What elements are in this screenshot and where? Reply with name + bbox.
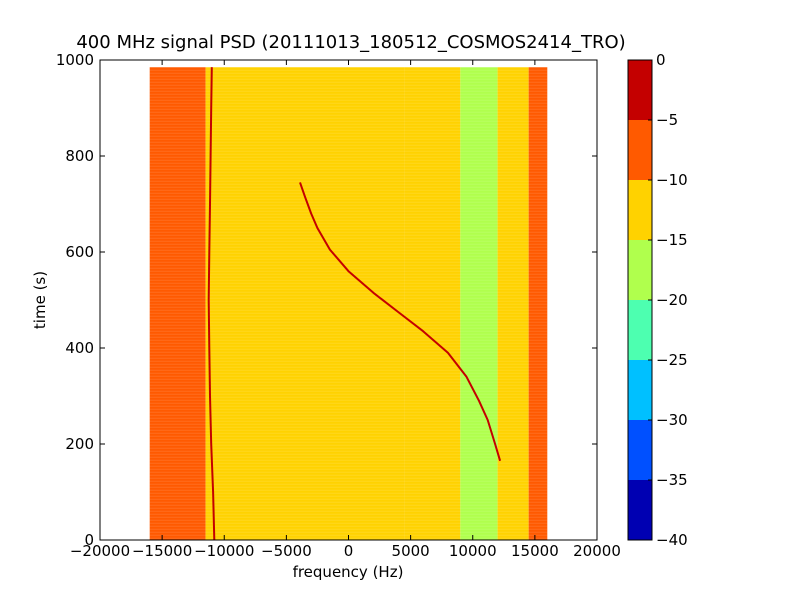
signal-trace <box>299 182 502 462</box>
colorbar-tick-label: 0 <box>656 51 666 69</box>
x-axis: −20000 −15000 −10000 −5000 0 5000 10000 15000 20… <box>70 60 621 560</box>
colorbar-segment <box>628 420 652 480</box>
x-tick-label: 20000 <box>573 542 621 560</box>
y-axis-label: time (s) <box>31 271 49 329</box>
heatmap-band <box>205 67 405 540</box>
colorbar-tick-label: −10 <box>656 171 688 189</box>
colorbar-tick-label: −30 <box>656 411 688 429</box>
colorbar-tick-label: −40 <box>656 531 688 549</box>
colorbar-segment <box>628 120 652 180</box>
colorbar-tick-label: −5 <box>656 111 678 129</box>
y-axis: 0 200 400 600 800 1000 <box>56 51 597 549</box>
colorbar-tick-label: −20 <box>656 291 688 309</box>
signal-trace <box>207 67 216 541</box>
x-tick-label: −20000 <box>70 542 130 560</box>
heatmap-band <box>404 67 461 540</box>
y-tick-label: 0 <box>84 531 94 549</box>
colorbar-segment <box>628 300 652 360</box>
heatmap-row-texture <box>149 66 548 539</box>
y-tick-label: 200 <box>65 435 94 453</box>
colorbar-segment <box>628 360 652 420</box>
x-tick-label: 0 <box>344 542 354 560</box>
y-tick-label: 600 <box>65 243 94 261</box>
heatmap-band <box>528 67 548 540</box>
colorbar-tick-label: −35 <box>656 471 688 489</box>
x-tick-label: −10000 <box>194 542 254 560</box>
heatmap-band <box>149 67 206 540</box>
plot-area <box>99 59 598 541</box>
heatmap-band <box>460 67 498 540</box>
colorbar-tick-label: −25 <box>656 351 688 369</box>
x-tick-label: 10000 <box>449 542 497 560</box>
y-tick-label: 1000 <box>56 51 94 69</box>
heatmap-band <box>497 67 529 540</box>
y-tick-label: 800 <box>65 147 94 165</box>
colorbar-segment <box>628 60 652 120</box>
x-tick-label: 15000 <box>511 542 559 560</box>
x-axis-label: frequency (Hz) <box>293 563 404 581</box>
colorbar: 0 −5 −10 −15 −20 −25 −30 −35 −40 <box>627 51 688 549</box>
x-tick-label: 5000 <box>392 542 430 560</box>
chart-title: 400 MHz signal PSD (20111013_180512_COSM… <box>76 32 625 53</box>
heatmap-bands <box>149 67 548 540</box>
colorbar-segment <box>628 180 652 240</box>
signal-traces <box>207 67 502 541</box>
x-tick-label: −15000 <box>132 542 192 560</box>
colorbar-tick-label: −15 <box>656 231 688 249</box>
x-tick-label: −5000 <box>261 542 312 560</box>
colorbar-segment <box>628 240 652 300</box>
colorbar-segment <box>628 480 652 540</box>
y-tick-label: 400 <box>65 339 94 357</box>
